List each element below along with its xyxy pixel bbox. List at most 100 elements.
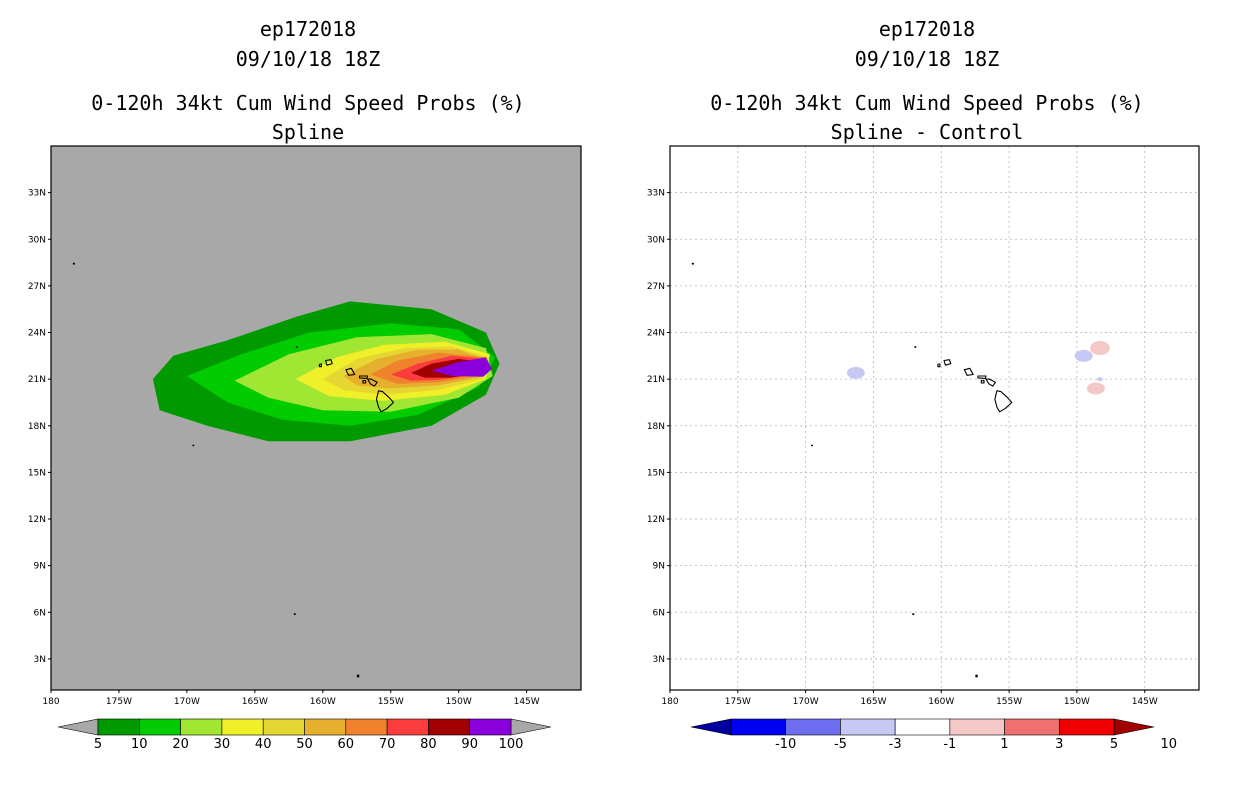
colorbar-label: 1 xyxy=(1000,737,1008,752)
y-tick-label: 21N xyxy=(28,375,46,385)
island-nihoa xyxy=(914,346,917,348)
colorbar-label: 40 xyxy=(255,737,272,752)
storm-id: ep172018 xyxy=(260,17,356,41)
x-tick-label: 160W xyxy=(928,697,954,707)
island-palmyra xyxy=(912,613,915,616)
probability-contours xyxy=(152,301,500,442)
island-kiritimati xyxy=(975,674,978,678)
chart-title: 0-120h 34kt Cum Wind Speed Probs (%) xyxy=(91,91,524,115)
x-tick-label: 145W xyxy=(514,697,540,707)
spline-control-panel: ep172018 09/10/18 18Z 0-120h 34kt Cum Wi… xyxy=(647,17,1200,752)
colorbar-swatch xyxy=(469,718,512,736)
colorbar-extend-right xyxy=(510,718,552,736)
island-maui xyxy=(367,378,378,387)
colorbar-swatch xyxy=(221,718,264,736)
colorbar-label: -5 xyxy=(834,737,847,752)
island-oahu xyxy=(345,367,356,376)
y-tick-label: 18N xyxy=(647,422,665,432)
colorbar-swatch xyxy=(139,718,181,736)
contour-90 xyxy=(431,357,492,377)
colorbar-swatch xyxy=(428,718,470,736)
anomaly-blob xyxy=(1096,377,1103,382)
y-tick-label: 33N xyxy=(647,189,665,199)
colorbar-swatch xyxy=(180,718,223,736)
x-tick-label: 180 xyxy=(42,697,59,707)
colorbar-swatch xyxy=(840,718,896,736)
island-johnston xyxy=(192,444,195,447)
island-kure xyxy=(691,262,694,265)
x-tick-label: 170W xyxy=(174,697,200,707)
island-molokai xyxy=(358,375,369,379)
colorbar-swatch xyxy=(304,718,347,736)
x-tick-label: 145W xyxy=(1132,697,1158,707)
chart-title: 0-120h 34kt Cum Wind Speed Probs (%) xyxy=(710,91,1143,115)
y-tick-label: 24N xyxy=(647,329,665,339)
colorbar-label: -10 xyxy=(775,737,796,752)
colorbar-label: -1 xyxy=(943,737,956,752)
x-tick-label: 150W xyxy=(446,697,472,707)
colorbar-label: 10 xyxy=(1160,737,1177,752)
colorbar-swatch xyxy=(386,718,429,736)
spline-panel: ep172018 09/10/18 18Z 0-120h 34kt Cum Wi… xyxy=(28,17,582,752)
storm-id: ep172018 xyxy=(879,17,975,41)
colorbar-label: 90 xyxy=(461,737,478,752)
x-tick-label: 165W xyxy=(860,697,886,707)
map-frame xyxy=(669,145,1200,691)
island-lanai xyxy=(980,379,985,384)
y-tick-label: 3N xyxy=(653,655,665,665)
y-tick-label: 15N xyxy=(647,468,665,478)
colorbar-swatch xyxy=(1058,718,1115,736)
island-niihau xyxy=(937,363,941,368)
y-tick-label: 12N xyxy=(647,515,665,525)
colorbar-swatch xyxy=(785,718,841,736)
y-tick-label: 3N xyxy=(34,655,46,665)
colorbar-extend-left xyxy=(57,718,99,736)
colorbar-label: 30 xyxy=(214,737,231,752)
island-kure xyxy=(72,262,75,265)
colorbar-swatch xyxy=(262,718,305,736)
x-tick-label: 165W xyxy=(242,697,268,707)
colorbar-label: 20 xyxy=(172,737,189,752)
chart-subtitle: Spline xyxy=(272,120,344,144)
map-frame xyxy=(50,145,582,691)
anomaly-blob xyxy=(1074,349,1093,362)
coastlines xyxy=(691,262,1013,678)
x-tick-label: 155W xyxy=(996,697,1022,707)
island-johnston xyxy=(811,444,813,447)
x-tick-label: 180 xyxy=(661,697,678,707)
island-niihau xyxy=(318,363,322,368)
colorbar-label: 70 xyxy=(379,737,396,752)
gridlines xyxy=(670,146,1199,690)
island-palmyra xyxy=(293,613,296,616)
colorbar: 5 10 20 30 40 50 60 70 80 90 100 xyxy=(57,718,552,752)
x-tick-label: 175W xyxy=(725,697,751,707)
colorbar-extend-right xyxy=(1113,718,1155,736)
colorbar-label: 5 xyxy=(1110,737,1118,752)
colorbar-label: 3 xyxy=(1055,737,1063,752)
island-nihoa xyxy=(295,346,298,348)
island-big-island xyxy=(375,390,395,413)
anomaly-blob xyxy=(1086,382,1105,395)
x-tick-label: 170W xyxy=(793,697,819,707)
island-big-island xyxy=(994,390,1013,413)
datetime: 09/10/18 18Z xyxy=(236,47,381,71)
y-tick-label: 6N xyxy=(653,608,665,618)
colorbar-label: 5 xyxy=(94,737,102,752)
colorbar: -10 -5 -3 -1 1 3 5 10 xyxy=(690,718,1177,752)
island-kauai xyxy=(324,359,333,366)
y-tick-label: 33N xyxy=(28,189,46,199)
y-tick-label: 15N xyxy=(28,468,46,478)
y-tick-label: 30N xyxy=(28,235,46,245)
x-tick-label: 150W xyxy=(1064,697,1090,707)
y-tick-label: 9N xyxy=(653,562,665,572)
island-kiritimati xyxy=(356,674,360,678)
y-tick-label: 18N xyxy=(28,422,46,432)
y-tick-label: 27N xyxy=(28,282,46,292)
x-tick-label: 175W xyxy=(106,697,132,707)
anomaly-blob xyxy=(1090,342,1109,355)
colorbar-swatch xyxy=(1004,718,1060,736)
y-tick-label: 6N xyxy=(34,608,46,618)
colorbar-label: 50 xyxy=(296,737,313,752)
y-tick-label: 30N xyxy=(647,235,665,245)
